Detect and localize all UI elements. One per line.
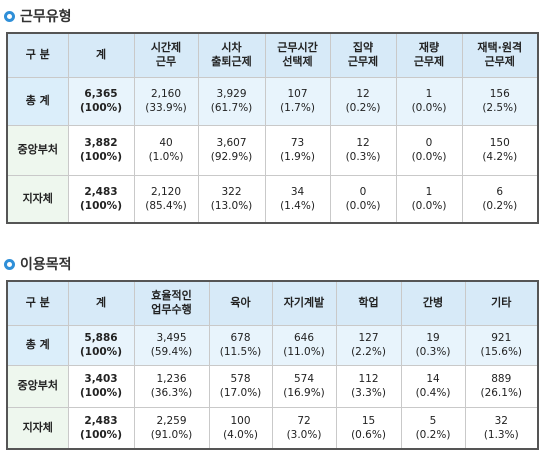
data-cell: 0 (0.0%): [395, 124, 463, 176]
section-title-work-type: 근무유형: [4, 6, 72, 26]
data-cell: 6 (0.2%): [461, 174, 539, 224]
circle-bullet-icon: [4, 10, 15, 22]
column-header: 집약 근무제: [329, 32, 397, 78]
table-row: 총 계 5,886 (100%) 3,495 (59.4%) 678 (11.5%) 646(…: [6, 324, 539, 366]
work-type-table: 구 분 계 시간제 근무 시차 출퇴근제 근무시간 선택제 집약 근무제 재량 근무제 재택·원격 근무제…: [6, 32, 539, 224]
table-row: 중앙부처 3,882 (100%) 40 (1.0%) 3,607 (92.9%) 73 (1.…: [6, 124, 539, 176]
row-label: 중앙부처: [6, 364, 69, 408]
row-label: 지자체: [6, 174, 69, 224]
data-cell: 0 (0.0%): [329, 174, 397, 224]
table-row: 중앙부처 3,403 (100%) 1,236 (36.3%) 578 (17.0%) 574…: [6, 364, 539, 408]
data-cell: 322 (13.0%): [197, 174, 266, 224]
row-label: 총 계: [6, 324, 69, 366]
row-label: 중앙부처: [6, 124, 69, 176]
data-cell: 2,160 (33.9%): [133, 76, 199, 126]
circle-bullet-icon: [4, 258, 15, 270]
data-cell: 1 (0.0%): [395, 76, 463, 126]
data-cell: 12 (0.3%): [329, 124, 397, 176]
column-header: 시차 출퇴근제: [197, 32, 266, 78]
purpose-table: 구 분 계 효율적인 업무수행 육아 자기계발 학업 간병 기타 총 계 5,886 (100%) 3,…: [6, 280, 539, 450]
table-row: 지자체 2,483 (100%) 2,120 (85.4%) 322 (13.0%) 34 (1…: [6, 174, 539, 224]
data-cell: 3,495 (59.4%): [133, 324, 210, 366]
column-header: 계: [67, 32, 135, 78]
total-cell: 3,882 (100%): [67, 124, 135, 176]
data-cell: 156 (2.5%): [461, 76, 539, 126]
column-header: 계: [67, 280, 135, 326]
data-cell: 574 (16.9%): [271, 364, 337, 408]
table-row: 총 계 6,365 (100%) 2,160 (33.9%) 3,929 (61.7%) 10…: [6, 76, 539, 126]
column-header: 재량 근무제: [395, 32, 463, 78]
data-cell: 1 (0.0%): [395, 174, 463, 224]
data-cell: 12 (0.2%): [329, 76, 397, 126]
row-label: 총 계: [6, 76, 69, 126]
total-cell: 5,886 (100%): [67, 324, 135, 366]
data-cell: 3,607 (92.9%): [197, 124, 266, 176]
section-title-text: 이용목적: [20, 257, 72, 273]
data-cell: 72 (3.0%): [271, 406, 337, 450]
total-cell: 2,483 (100%): [67, 406, 135, 450]
data-cell: 2,259 (91.0%): [133, 406, 210, 450]
column-header: 재택·원격 근무제: [461, 32, 539, 78]
column-header: 구 분: [6, 32, 69, 78]
data-cell: 15 (0.6%): [335, 406, 402, 450]
data-cell: 34 (1.4%): [264, 174, 331, 224]
table-header-row: 구 분 계 시간제 근무 시차 출퇴근제 근무시간 선택제 집약 근무제 재량 근무제 재택·원격 근무제: [6, 32, 539, 78]
data-cell: 107 (1.7%): [264, 76, 331, 126]
data-cell: 150 (4.2%): [461, 124, 539, 176]
data-cell: 921 (15.6%): [464, 324, 539, 366]
data-cell: 5 (0.2%): [400, 406, 466, 450]
data-cell: 19 (0.3%): [400, 324, 466, 366]
data-cell: 32 (1.3%): [464, 406, 539, 450]
column-header: 효율적인 업무수행: [133, 280, 210, 326]
data-cell: 40 (1.0%): [133, 124, 199, 176]
table-row: 지자체 2,483 (100%) 2,259 (91.0%) 100 (4.0%) 72 (3.…: [6, 406, 539, 450]
data-cell: 3,929 (61.7%): [197, 76, 266, 126]
row-label: 지자체: [6, 406, 69, 450]
data-cell: 112 (3.3%): [335, 364, 402, 408]
data-cell: 1,236 (36.3%): [133, 364, 210, 408]
column-header: 학업: [335, 280, 402, 326]
total-cell: 2,483 (100%): [67, 174, 135, 224]
total-cell: 3,403 (100%): [67, 364, 135, 408]
column-header: 근무시간 선택제: [264, 32, 331, 78]
table-header-row: 구 분 계 효율적인 업무수행 육아 자기계발 학업 간병 기타: [6, 280, 539, 326]
data-cell: 73 (1.9%): [264, 124, 331, 176]
data-cell: 100 (4.0%): [208, 406, 273, 450]
data-cell: 646 (11.0%): [271, 324, 337, 366]
column-header: 시간제 근무: [133, 32, 199, 78]
data-cell: 14 (0.4%): [400, 364, 466, 408]
column-header: 자기계발: [271, 280, 337, 326]
data-cell: 2,120 (85.4%): [133, 174, 199, 224]
column-header: 간병: [400, 280, 466, 326]
column-header: 육아: [208, 280, 273, 326]
data-cell: 889 (26.1%): [464, 364, 539, 408]
column-header: 기타: [464, 280, 539, 326]
data-cell: 127 (2.2%): [335, 324, 402, 366]
data-cell: 678 (11.5%): [208, 324, 273, 366]
data-cell: 578 (17.0%): [208, 364, 273, 408]
section-title-purpose: 이용목적: [4, 254, 72, 274]
column-header: 구 분: [6, 280, 69, 326]
section-title-text: 근무유형: [20, 9, 72, 25]
total-cell: 6,365 (100%): [67, 76, 135, 126]
